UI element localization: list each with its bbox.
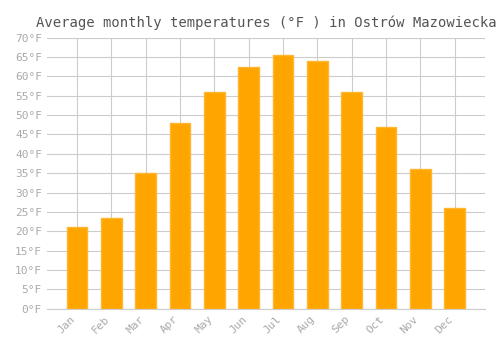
Bar	[410, 169, 430, 309]
Bar	[67, 228, 87, 309]
Bar	[136, 173, 156, 309]
Bar	[238, 66, 259, 309]
Bar	[376, 127, 396, 309]
Bar	[136, 173, 156, 309]
Bar	[444, 208, 465, 309]
Bar	[67, 228, 87, 309]
Bar	[170, 123, 190, 309]
Bar	[101, 218, 121, 309]
Title: Average monthly temperatures (°F ) in Ostrów Mazowiecka: Average monthly temperatures (°F ) in Os…	[36, 15, 496, 29]
Bar	[204, 92, 225, 309]
Bar	[238, 66, 259, 309]
Bar	[376, 127, 396, 309]
Bar	[307, 61, 328, 309]
Bar	[273, 55, 293, 309]
Bar	[444, 208, 465, 309]
Bar	[342, 92, 362, 309]
Bar	[204, 92, 225, 309]
Bar	[101, 218, 121, 309]
Bar	[170, 123, 190, 309]
Bar	[273, 55, 293, 309]
Bar	[410, 169, 430, 309]
Bar	[307, 61, 328, 309]
Bar	[342, 92, 362, 309]
